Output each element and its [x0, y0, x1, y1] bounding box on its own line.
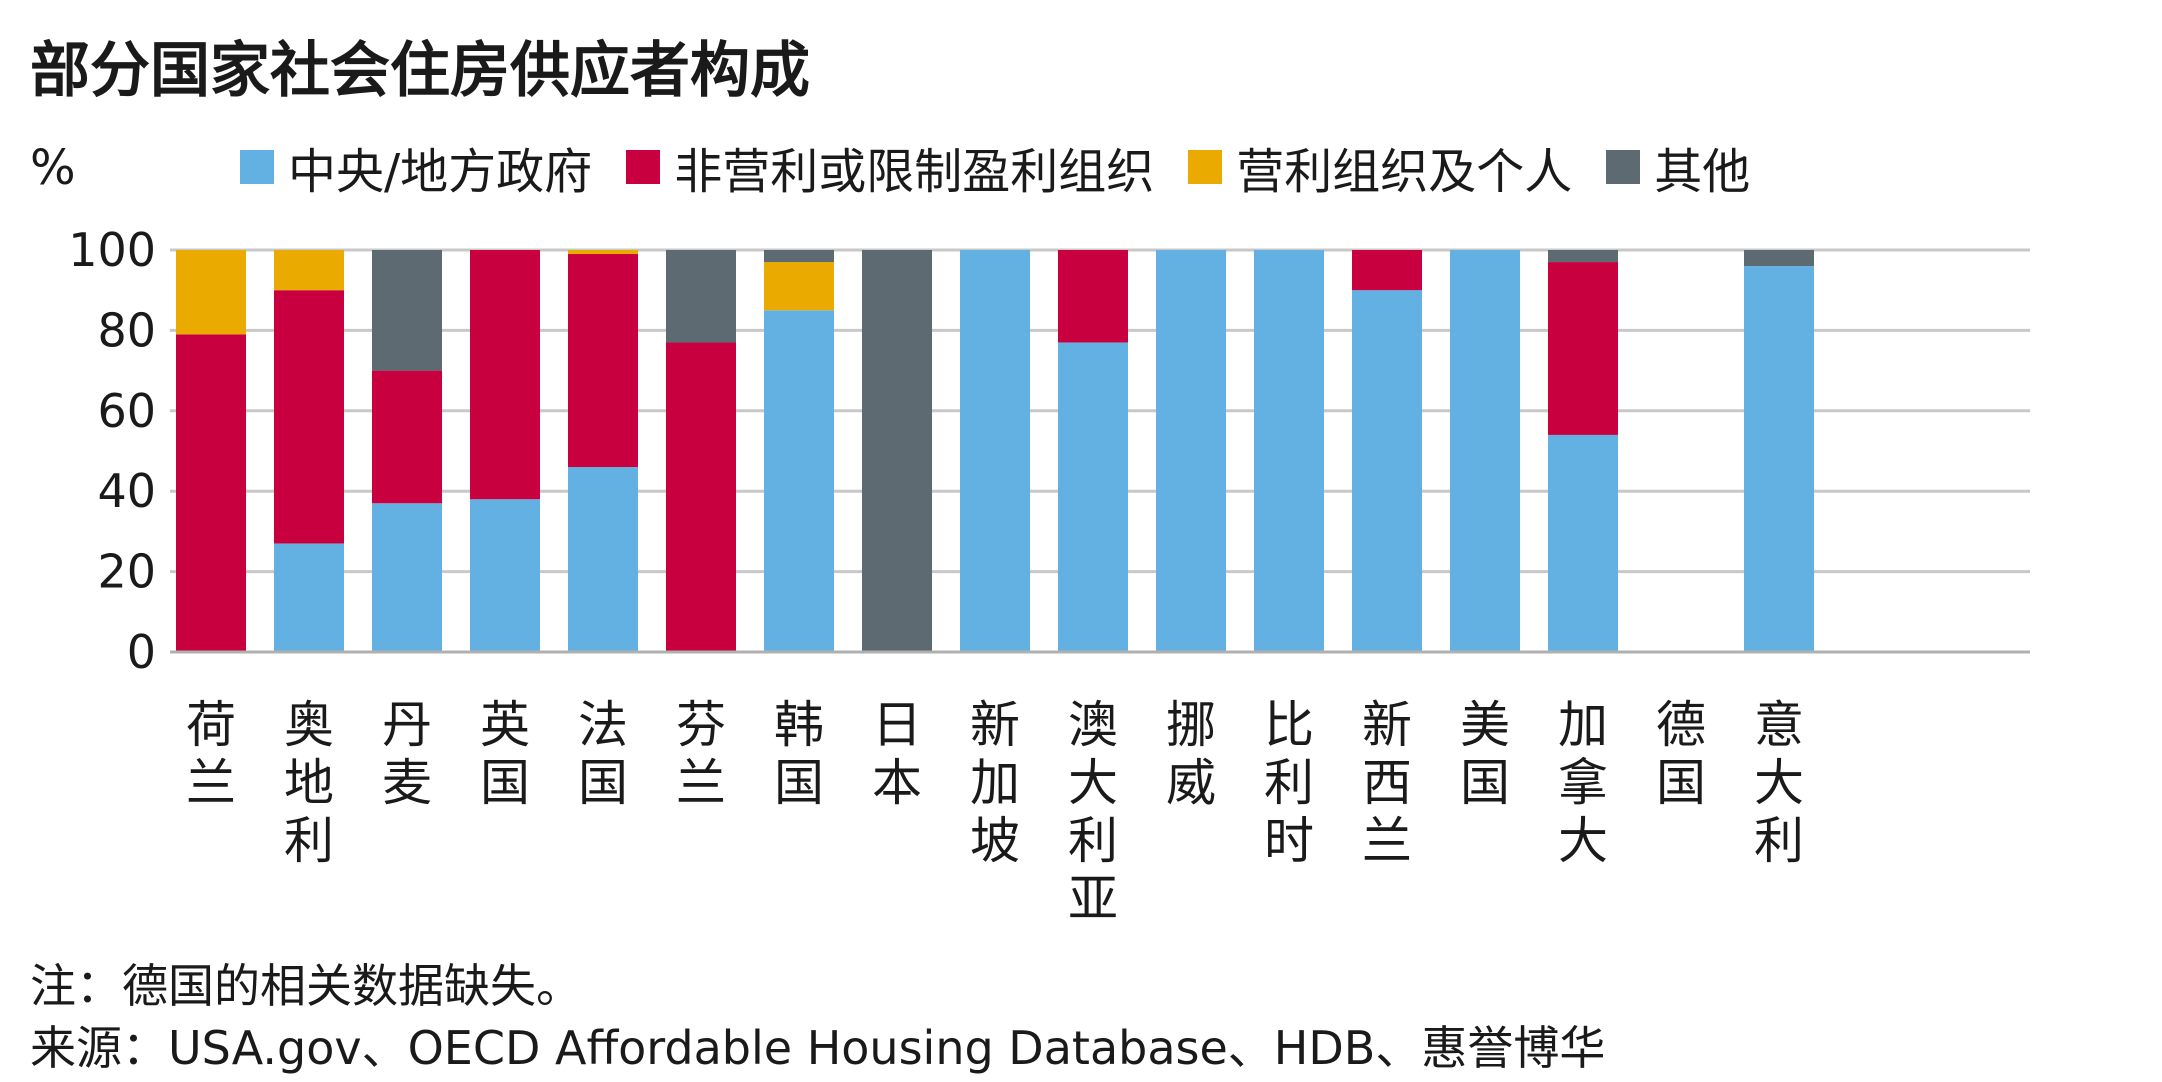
- bar-8-series-0: [960, 250, 1030, 652]
- bar-11-series-0: [1254, 250, 1324, 652]
- x-tick-label-9: 澳大利亚: [1068, 696, 1118, 928]
- bar-14-series-1: [1548, 262, 1618, 435]
- bar-2-series-0: [372, 503, 442, 652]
- legend-swatch-government: [240, 150, 274, 184]
- legend-swatch-nonprofit: [626, 150, 661, 184]
- chart-title: 部分国家社会住房供应者构成: [30, 36, 810, 106]
- bar-12-series-0: [1352, 290, 1422, 652]
- x-tick-label-10: 挪威: [1166, 696, 1216, 812]
- bar-1-series-1: [274, 290, 344, 544]
- x-tick-label-3: 英国: [480, 696, 530, 812]
- legend-item-other: 其他: [1606, 132, 1750, 202]
- bar-0-series-2: [176, 250, 246, 335]
- x-tick-label-4: 法国: [578, 696, 628, 812]
- legend-swatch-forprofit: [1188, 150, 1223, 184]
- bar-7-series-3: [862, 250, 932, 652]
- bar-3-series-1: [470, 250, 540, 500]
- bar-4-series-1: [568, 254, 638, 468]
- bar-16-series-3: [1744, 250, 1814, 267]
- stacked-bar-chart: 0 20 40 60 80 100 荷兰奥地利丹麦英国法国芬兰韩国日本新加坡澳大利亚挪威比利…: [68, 223, 2030, 928]
- legend-item-forprofit: 营利组织及个人: [1188, 132, 1572, 202]
- x-tick-label-5: 芬兰: [676, 696, 726, 812]
- legend-label-other: 其他: [1654, 144, 1751, 200]
- bar-1-series-2: [274, 250, 344, 291]
- y-axis-unit: %: [30, 140, 76, 196]
- x-tick-label-2: 丹麦: [382, 696, 432, 812]
- bar-6-series-0: [764, 310, 834, 652]
- y-tick-label-60: 60: [97, 384, 156, 438]
- bar-10-series-0: [1156, 250, 1226, 652]
- bar-5-series-3: [666, 250, 736, 343]
- x-tick-label-11: 比利时: [1264, 696, 1314, 870]
- y-tick-label-100: 100: [68, 223, 156, 277]
- bar-13-series-0: [1450, 250, 1520, 652]
- bar-6-series-3: [764, 250, 834, 263]
- y-tick-label-20: 20: [97, 545, 156, 599]
- legend-item-government: 中央/地方政府: [240, 132, 592, 202]
- x-tick-label-13: 美国: [1460, 696, 1510, 812]
- x-tick-label-12: 新西兰: [1362, 696, 1412, 870]
- x-tick-label-16: 意大利: [1754, 696, 1804, 870]
- chart-source: 来源：USA.gov、OECD Affordable Housing Datab…: [30, 1021, 1606, 1075]
- bar-5-series-1: [666, 342, 736, 652]
- bar-14-series-3: [1548, 250, 1618, 263]
- bar-2-series-1: [372, 370, 442, 504]
- bar-12-series-1: [1352, 250, 1422, 291]
- legend: 中央/地方政府 非营利或限制盈利组织 营利组织及个人 其他: [240, 132, 1784, 202]
- legend-swatch-other: [1606, 150, 1641, 184]
- bar-4-series-2: [568, 250, 638, 255]
- bar-1-series-0: [274, 543, 344, 652]
- y-tick-label-80: 80: [97, 303, 156, 357]
- x-tick-label-0: 荷兰: [186, 696, 236, 812]
- bar-3-series-0: [470, 499, 540, 652]
- bar-0-series-1: [176, 334, 246, 652]
- x-tick-label-8: 新加坡: [970, 696, 1020, 870]
- chart-note: 注：德国的相关数据缺失。: [30, 959, 582, 1013]
- legend-item-nonprofit: 非营利或限制盈利组织: [626, 132, 1154, 202]
- bar-9-series-1: [1058, 250, 1128, 343]
- legend-label-forprofit: 营利组织及个人: [1236, 144, 1573, 200]
- bar-4-series-0: [568, 467, 638, 652]
- bar-2-series-3: [372, 250, 442, 371]
- y-tick-label-0: 0: [127, 625, 156, 679]
- bar-14-series-0: [1548, 434, 1618, 652]
- x-tick-label-14: 加拿大: [1558, 696, 1608, 870]
- bar-16-series-0: [1744, 266, 1814, 652]
- x-tick-label-6: 韩国: [774, 696, 824, 812]
- bar-9-series-0: [1058, 342, 1128, 652]
- x-tick-label-7: 日本: [872, 696, 922, 812]
- x-tick-label-15: 德国: [1656, 696, 1706, 812]
- legend-label-nonprofit: 非营利或限制盈利组织: [674, 144, 1155, 200]
- x-tick-label-1: 奥地利: [284, 696, 334, 870]
- legend-label-government: 中央/地方政府: [288, 144, 593, 200]
- bar-6-series-2: [764, 262, 834, 311]
- y-tick-label-40: 40: [97, 464, 156, 518]
